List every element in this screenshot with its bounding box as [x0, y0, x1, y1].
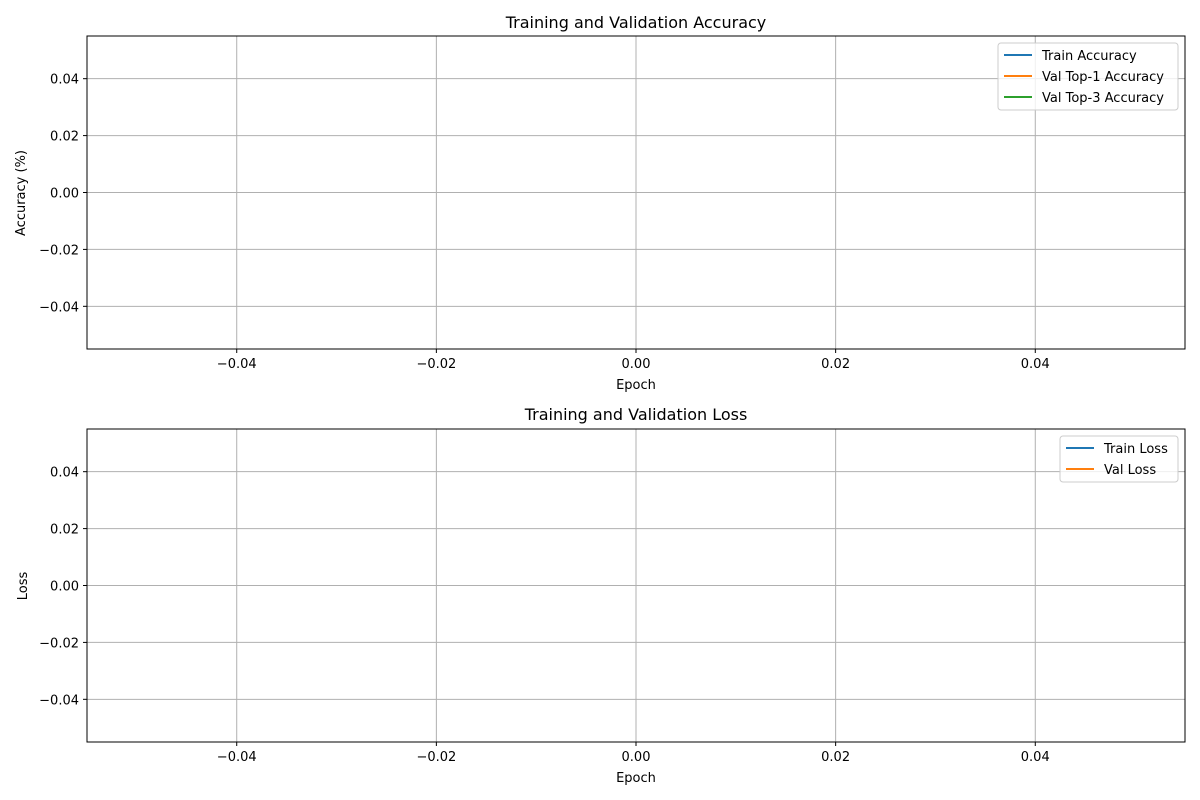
loss-x-tick-label: −0.02	[416, 750, 456, 765]
accuracy-legend-entry: Val Top-3 Accuracy	[1004, 91, 1164, 106]
loss-x-axis-label: Epoch	[616, 771, 656, 786]
accuracy-y-tick-label: 0.04	[50, 73, 79, 88]
accuracy-legend-label: Train Accuracy	[1041, 49, 1137, 64]
accuracy-legend-entry: Train Accuracy	[1004, 49, 1137, 64]
loss-grid	[87, 429, 1185, 742]
accuracy-y-tick-label: −0.04	[39, 300, 79, 315]
accuracy-y-tick-label: 0.00	[50, 187, 79, 202]
loss-y-tick-label: −0.04	[39, 693, 79, 708]
accuracy-chart-title: Training and Validation Accuracy	[505, 13, 767, 32]
loss-legend-label: Val Loss	[1104, 463, 1156, 478]
loss-chart-title: Training and Validation Loss	[524, 405, 748, 424]
accuracy-legend-label: Val Top-1 Accuracy	[1042, 70, 1164, 85]
accuracy-y-tick-label: 0.02	[50, 130, 79, 145]
loss-x-ticks: −0.04 −0.02 0.00 0.02 0.04	[217, 742, 1050, 765]
accuracy-y-tick-label: −0.02	[39, 243, 79, 258]
accuracy-x-tick-label: 0.04	[1021, 357, 1050, 372]
accuracy-x-tick-label: −0.02	[416, 357, 456, 372]
loss-x-tick-label: 0.04	[1021, 750, 1050, 765]
loss-y-axis-label: Loss	[16, 572, 31, 601]
accuracy-x-tick-label: 0.02	[821, 357, 850, 372]
loss-x-tick-label: 0.00	[622, 750, 651, 765]
accuracy-x-tick-label: 0.00	[622, 357, 651, 372]
accuracy-legend-entry: Val Top-1 Accuracy	[1004, 70, 1164, 85]
accuracy-y-axis-label: Accuracy (%)	[14, 150, 29, 236]
loss-x-tick-label: −0.04	[217, 750, 257, 765]
loss-y-tick-label: 0.02	[50, 523, 79, 538]
loss-y-ticks: 0.04 0.02 0.00 −0.02 −0.04	[39, 466, 87, 708]
accuracy-legend: Train Accuracy Val Top-1 Accuracy Val To…	[997, 42, 1179, 111]
loss-legend-entry: Train Loss	[1066, 442, 1168, 457]
loss-x-tick-label: 0.02	[821, 750, 850, 765]
accuracy-subplot: Training and Validation Accuracy −0.04 −0…	[14, 13, 1186, 393]
accuracy-x-ticks: −0.04 −0.02 0.00 0.02 0.04	[217, 349, 1050, 372]
accuracy-legend-label: Val Top-3 Accuracy	[1042, 91, 1164, 106]
loss-legend: Train Loss Val Loss	[1059, 435, 1179, 483]
accuracy-x-tick-label: −0.04	[217, 357, 257, 372]
loss-y-tick-label: 0.00	[50, 580, 79, 595]
loss-subplot: Training and Validation Loss −0.04 −0.02 0…	[16, 405, 1186, 786]
loss-y-tick-label: −0.02	[39, 636, 79, 651]
accuracy-legend-box	[997, 42, 1179, 111]
loss-legend-entry: Val Loss	[1066, 463, 1156, 478]
accuracy-x-axis-label: Epoch	[616, 378, 656, 393]
accuracy-y-ticks: 0.04 0.02 0.00 −0.02 −0.04	[39, 73, 87, 315]
loss-legend-label: Train Loss	[1103, 442, 1168, 457]
loss-y-tick-label: 0.04	[50, 466, 79, 481]
